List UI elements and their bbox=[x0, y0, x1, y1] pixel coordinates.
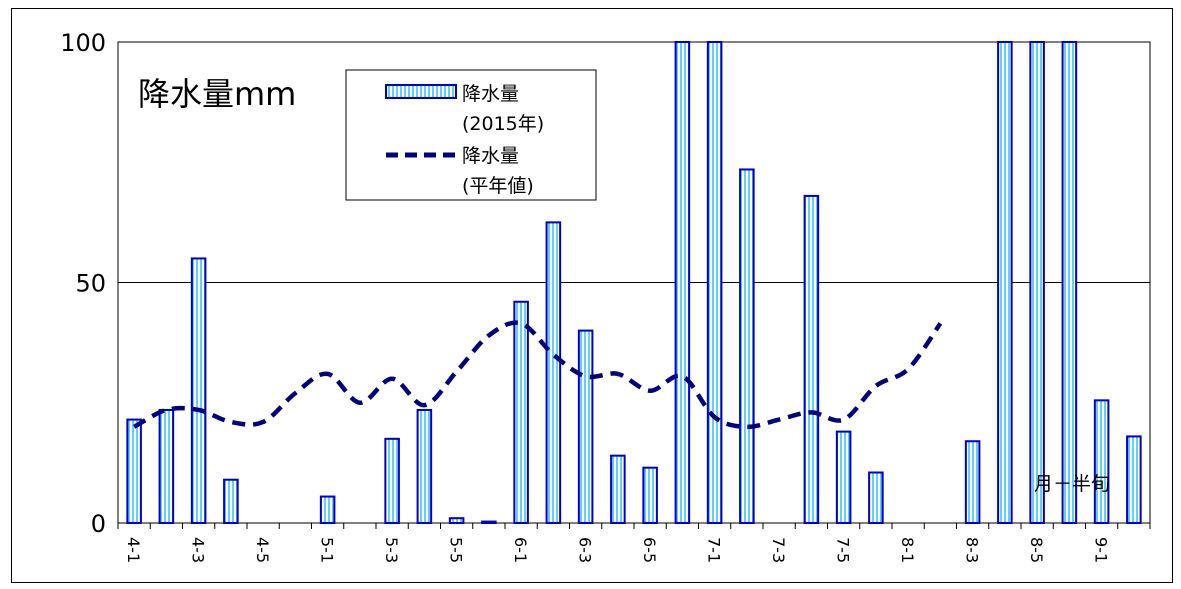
x-tick-label: 6-3 bbox=[576, 537, 595, 563]
legend: 降水量 (2015年) 降水量 (平年値) bbox=[345, 69, 597, 201]
bar bbox=[577, 329, 594, 524]
legend-line-label-line1: 降水量 bbox=[462, 145, 519, 167]
bar bbox=[642, 466, 658, 524]
bar bbox=[545, 221, 562, 524]
bar bbox=[997, 41, 1013, 524]
x-tick-label: 4-3 bbox=[189, 537, 208, 563]
x-tick-label: 7-1 bbox=[705, 537, 724, 563]
bar bbox=[481, 520, 497, 525]
line-layer bbox=[133, 320, 943, 430]
x-tick-label: 8-3 bbox=[963, 537, 982, 563]
bar bbox=[674, 41, 691, 524]
x-tick-label: 8-5 bbox=[1027, 537, 1046, 563]
bar bbox=[1126, 435, 1142, 525]
legend-bar-label-line2: (2015年) bbox=[462, 113, 544, 135]
bar bbox=[1061, 41, 1078, 524]
grid-layer bbox=[117, 41, 1151, 524]
x-tick-label: 7-3 bbox=[769, 537, 788, 563]
x-axis-annotation: 月－半旬 bbox=[1034, 473, 1110, 495]
axis-layer: 0 50 100 4-1 4-3 4-5 5-1 5-3 5-5 6-1 6-3 6-5 7-1 7-3 7… bbox=[60, 29, 1151, 563]
bar bbox=[964, 440, 981, 525]
bar bbox=[319, 495, 336, 525]
bar bbox=[803, 194, 820, 524]
x-tick-label: 9-1 bbox=[1092, 537, 1111, 563]
x-tick-label: 8-1 bbox=[898, 537, 917, 563]
bar bbox=[1029, 41, 1045, 524]
x-tick-label: 7-5 bbox=[834, 537, 853, 563]
chart-title: 降水量mm bbox=[138, 75, 296, 113]
legend-bar-swatch bbox=[385, 84, 457, 99]
bar bbox=[223, 478, 239, 524]
legend-line-label-line2: (平年値) bbox=[462, 175, 534, 197]
legend-bar-label-line1: 降水量 bbox=[462, 83, 519, 105]
y-tick-label: 0 bbox=[91, 510, 106, 538]
bars-layer bbox=[126, 41, 1142, 525]
bar bbox=[126, 418, 142, 524]
x-tick-label: 4-5 bbox=[253, 537, 272, 563]
x-tick-label: 6-1 bbox=[511, 537, 530, 563]
bar bbox=[610, 454, 626, 524]
bar bbox=[706, 41, 723, 524]
x-tick-label: 5-1 bbox=[318, 537, 337, 563]
bar bbox=[739, 168, 755, 524]
bar bbox=[158, 408, 175, 524]
x-tick-label: 6-5 bbox=[640, 537, 659, 563]
y-tick-label: 100 bbox=[60, 29, 106, 57]
x-tick-label: 4-1 bbox=[124, 537, 143, 563]
bar bbox=[384, 437, 400, 525]
bar bbox=[513, 300, 529, 524]
x-tick-label: 5-3 bbox=[382, 537, 401, 563]
bar bbox=[1093, 399, 1110, 524]
y-tick-label: 50 bbox=[75, 270, 106, 298]
bar bbox=[416, 408, 433, 524]
normal-line bbox=[133, 320, 943, 430]
bar bbox=[835, 430, 852, 524]
bar bbox=[448, 517, 465, 525]
bar bbox=[868, 471, 884, 524]
x-tick-label: 5-5 bbox=[447, 537, 466, 563]
bar bbox=[190, 257, 207, 524]
